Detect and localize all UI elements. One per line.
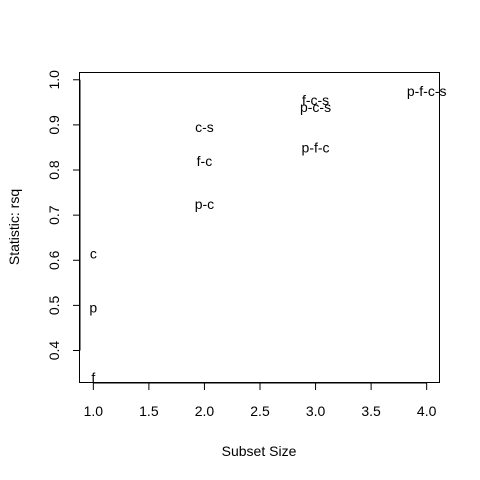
x-tick-label: 4.0	[417, 403, 437, 419]
y-tick-label: 0.5	[46, 295, 62, 315]
data-points: f p c p-c f-c c-s p-f-c p-c-sf-c-s p-f-c-s	[89, 83, 446, 386]
point-label-c-s: c-s	[195, 119, 214, 135]
y-axis: 0.4 0.5 0.6 0.7 0.8 0.9 1.0	[46, 70, 81, 361]
point-label-p-c-s: p-c-s	[300, 99, 331, 115]
point-label-p: p	[89, 300, 97, 316]
point-label-f-c: f-c	[197, 153, 213, 169]
y-tick-label: 0.6	[46, 250, 62, 270]
plot-area-border	[79, 72, 440, 383]
x-tick-label: 2.0	[195, 403, 215, 419]
y-tick-label: 0.7	[46, 205, 62, 225]
x-tick-label: 3.0	[306, 403, 326, 419]
x-tick-label: 1.0	[84, 403, 104, 419]
point-label-p-c: p-c	[195, 196, 214, 212]
x-axis-label: Subset Size	[222, 443, 297, 459]
y-tick-label: 1.0	[46, 70, 62, 90]
x-tick-label: 2.5	[250, 403, 270, 419]
point-label-f-c-s: f-c-s	[302, 92, 329, 108]
y-tick-label: 0.8	[46, 160, 62, 180]
point-label-p-f-c: p-f-c	[302, 139, 330, 155]
x-axis: 1.0 1.5 2.0 2.5 3.0 3.5 4.0	[84, 382, 437, 419]
y-tick-label: 0.4	[46, 341, 62, 361]
x-tick-label: 1.5	[139, 403, 159, 419]
point-label-c: c	[90, 245, 97, 261]
point-label-f: f	[91, 370, 95, 386]
y-tick-label: 0.9	[46, 115, 62, 135]
x-tick-label: 3.5	[361, 403, 381, 419]
point-label-p-f-c-s: p-f-c-s	[407, 83, 447, 99]
y-axis-label: Statistic: rsq	[6, 189, 22, 265]
